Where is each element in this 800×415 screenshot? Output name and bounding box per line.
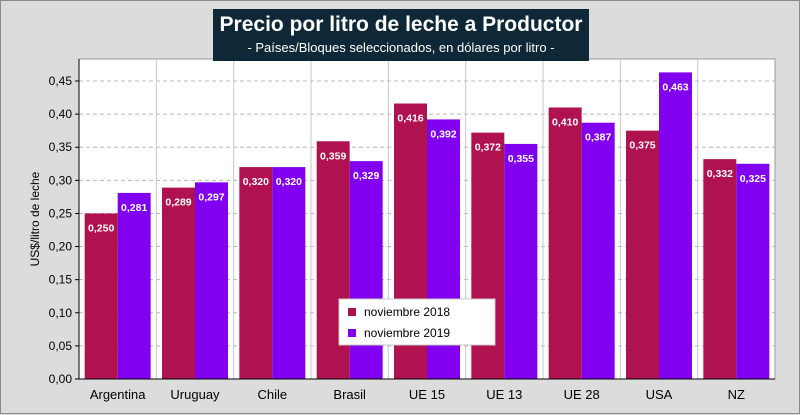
data-label: 0,372: [475, 142, 501, 154]
legend-swatch-nov-2019: [348, 329, 356, 337]
bar: [84, 213, 118, 379]
chart-subtitle: - Países/Bloques seleccionados, en dólar…: [247, 40, 555, 55]
y-tick-label: 0,30: [49, 173, 73, 187]
y-tick-label: 0,20: [49, 240, 73, 254]
data-label: 0,297: [198, 191, 224, 203]
data-label: 0,416: [397, 113, 423, 125]
legend-box: [338, 298, 496, 346]
x-tick-label: Chile: [258, 387, 288, 402]
legend-label-nov-2019: noviembre 2019: [364, 326, 450, 340]
bar: [349, 161, 383, 379]
x-tick-label: UE 15: [409, 387, 445, 402]
data-label: 0,289: [165, 197, 191, 209]
y-tick-label: 0,00: [49, 372, 73, 386]
x-tick-label: Argentina: [90, 387, 146, 402]
data-label: 0,250: [88, 222, 114, 234]
y-tick-label: 0,05: [49, 339, 73, 353]
y-tick-label: 0,25: [49, 206, 73, 220]
legend-swatch-nov-2018: [348, 308, 356, 316]
data-label: 0,332: [707, 168, 733, 180]
data-label: 0,320: [243, 176, 269, 188]
y-axis-label: US$/litro de leche: [28, 171, 42, 266]
bar: [117, 192, 151, 379]
legend-label-nov-2018: noviembre 2018: [364, 305, 450, 319]
data-label: 0,387: [585, 132, 611, 144]
x-tick-label: Brasil: [333, 387, 366, 402]
x-tick-label: UE 13: [486, 387, 522, 402]
y-tick-label: 0,10: [49, 306, 73, 320]
legend: noviembre 2018 noviembre 2019: [338, 298, 496, 346]
bar: [703, 159, 737, 379]
data-label: 0,392: [430, 128, 456, 140]
y-tick-label: 0,15: [49, 273, 73, 287]
bar: [239, 167, 273, 379]
bar: [626, 130, 659, 379]
data-label: 0,359: [320, 150, 346, 162]
bar: [272, 167, 306, 379]
data-label: 0,463: [662, 81, 688, 93]
x-tick-label: UE 28: [564, 387, 600, 402]
bar: [504, 143, 538, 379]
bar: [195, 182, 228, 379]
title-box: Precio por litro de leche a Productor - …: [213, 9, 589, 61]
y-tick-label: 0,40: [49, 107, 73, 121]
data-label: 0,410: [552, 116, 578, 128]
x-tick-label: NZ: [728, 387, 745, 402]
data-label: 0,281: [121, 202, 147, 214]
bar: [581, 122, 615, 379]
x-tick-label: Uruguay: [170, 387, 220, 402]
bar: [659, 72, 692, 379]
bar: [548, 107, 582, 379]
bar: [162, 187, 195, 379]
data-label: 0,320: [276, 176, 302, 188]
x-tick-label: USA: [646, 387, 673, 402]
data-label: 0,329: [353, 170, 379, 182]
axis-layer: 0,00 0,05 0,10 0,15 0,20 0,25 0,30 0,35 0,40 0,45…: [49, 59, 775, 402]
y-tick-label: 0,35: [49, 140, 73, 154]
data-label: 0,325: [740, 173, 766, 185]
chart-title: Precio por litro de leche a Productor: [219, 13, 583, 36]
bar: [736, 163, 770, 379]
data-label: 0,375: [629, 140, 655, 152]
data-label: 0,355: [508, 153, 534, 165]
y-tick-label: 0,45: [49, 74, 73, 88]
